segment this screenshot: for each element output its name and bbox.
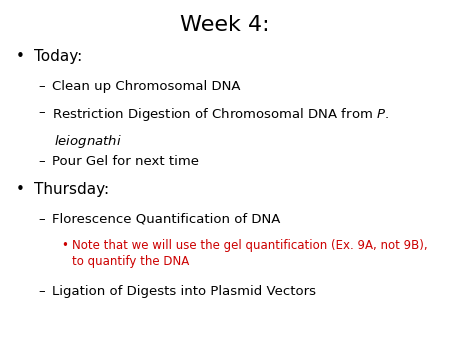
Text: –: – [38, 155, 45, 168]
Text: Clean up Chromosomal DNA: Clean up Chromosomal DNA [52, 80, 240, 93]
Text: Florescence Quantification of DNA: Florescence Quantification of DNA [52, 213, 280, 226]
Text: •: • [61, 239, 68, 252]
Text: Thursday:: Thursday: [34, 182, 109, 197]
Text: $\it{leiognathi}$: $\it{leiognathi}$ [54, 133, 122, 150]
Text: •: • [16, 182, 25, 197]
Text: –: – [38, 80, 45, 93]
Text: Ligation of Digests into Plasmid Vectors: Ligation of Digests into Plasmid Vectors [52, 285, 316, 298]
Text: Week 4:: Week 4: [180, 15, 270, 35]
Text: •: • [16, 49, 25, 64]
Text: Note that we will use the gel quantification (Ex. 9A, not 9B),
to quantify the D: Note that we will use the gel quantifica… [72, 239, 427, 268]
Text: Today:: Today: [34, 49, 82, 64]
Text: –: – [38, 285, 45, 298]
Text: Restriction Digestion of Chromosomal DNA from $\it{P.}$: Restriction Digestion of Chromosomal DNA… [52, 106, 389, 123]
Text: Pour Gel for next time: Pour Gel for next time [52, 155, 199, 168]
Text: –: – [38, 106, 45, 119]
Text: –: – [38, 213, 45, 226]
